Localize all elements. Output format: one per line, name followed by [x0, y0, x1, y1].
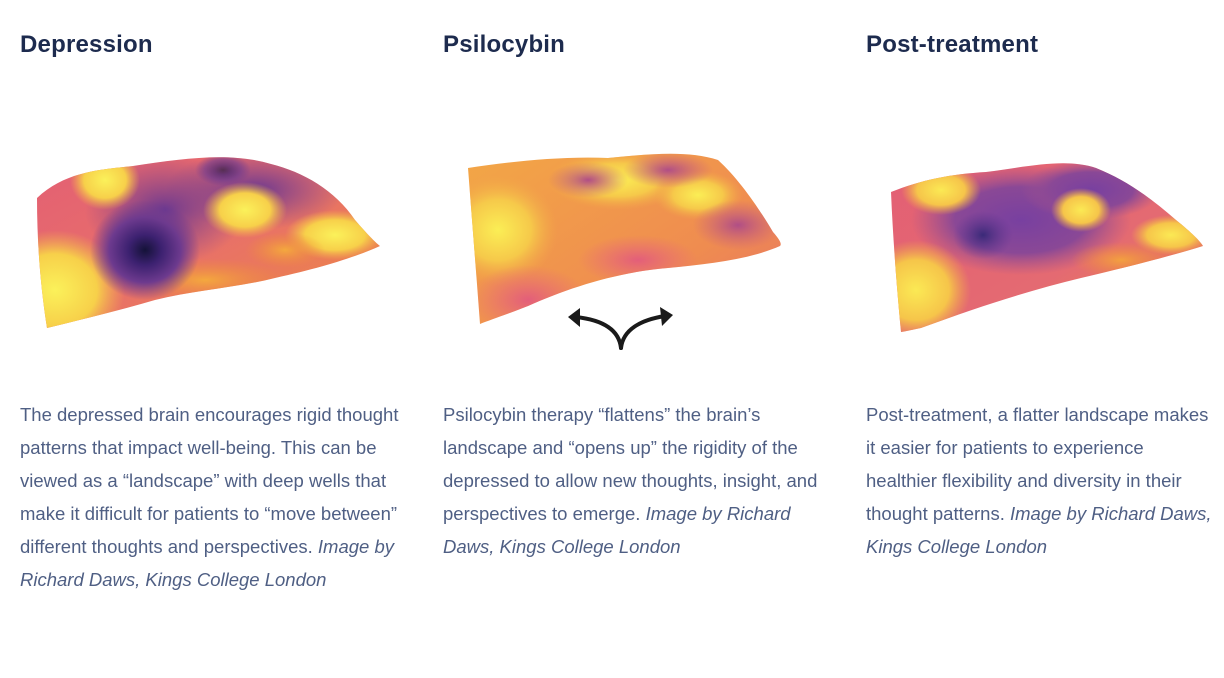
panel-title: Post-treatment	[866, 31, 1039, 58]
panel-post-treatment: Post-treatment	[866, 0, 1216, 678]
description-text: Post-treatment, a flatter landscape make…	[866, 404, 1209, 524]
image-credit: Image by Richard Daws, Kings College Lon…	[443, 503, 791, 557]
diverging-arrows-icon	[568, 307, 673, 350]
post-treatment-landscape-illustration	[891, 163, 1203, 333]
depression-landscape-illustration	[37, 157, 380, 328]
description-text: The depressed brain encourages rigid tho…	[20, 404, 399, 557]
image-credit: Image by Richard Daws, Kings College Lon…	[20, 536, 395, 590]
panel-description: The depressed brain encourages rigid tho…	[20, 398, 405, 596]
description-text: Psilocybin therapy “flattens” the brain’…	[443, 404, 818, 524]
image-credit: Image by Richard Daws, Kings College Lon…	[866, 503, 1212, 557]
panel-description: Post-treatment, a flatter landscape make…	[866, 398, 1216, 563]
panel-title: Depression	[20, 31, 153, 58]
panel-description: Psilocybin therapy “flattens” the brain’…	[443, 398, 828, 563]
panel-title: Psilocybin	[443, 31, 566, 58]
panel-psilocybin: Psilocybin	[443, 0, 828, 678]
psilocybin-landscape-illustration	[468, 153, 781, 350]
panel-depression: Depression	[20, 0, 405, 678]
